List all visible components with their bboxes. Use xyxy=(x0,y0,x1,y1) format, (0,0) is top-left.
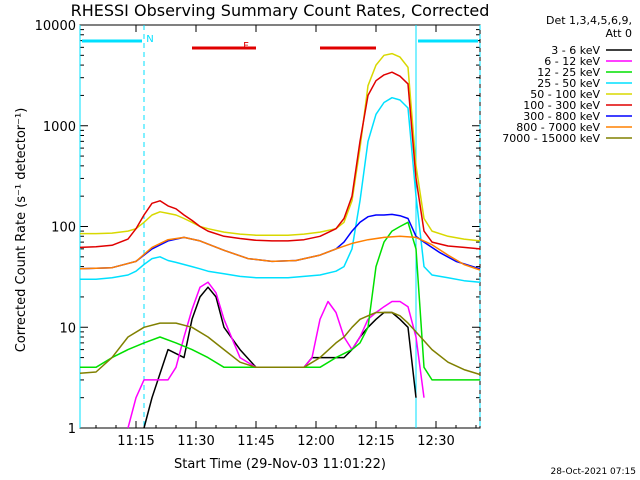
legend-header-line-2: Att 0 xyxy=(606,27,632,40)
legend-item-label: 800 - 7000 keV xyxy=(516,121,600,134)
series-line xyxy=(79,71,481,250)
legend-item-label: 100 - 300 keV xyxy=(523,99,600,112)
legend-item-label: 7000 - 15000 keV xyxy=(502,132,600,145)
y-axis: 1 10 100 1000 10000 xyxy=(35,19,480,437)
y-tick-label: 1 xyxy=(68,422,76,437)
flag-label: N xyxy=(146,34,153,45)
legend-item-label: 12 - 25 keV xyxy=(537,66,600,79)
flag-label: F xyxy=(243,41,249,52)
attenuator-flags: NF xyxy=(82,34,478,52)
series-line xyxy=(80,52,481,242)
x-tick-label: 11:30 xyxy=(177,434,214,449)
y-tick-label: 10 xyxy=(59,321,76,336)
x-tick-label: 11:15 xyxy=(117,434,154,449)
x-tick-label: 12:30 xyxy=(417,434,454,449)
x-tick-label: 11:45 xyxy=(237,434,274,449)
series-line xyxy=(79,311,481,376)
y-tick-label: 1000 xyxy=(43,120,76,135)
series-line xyxy=(127,281,425,429)
series-line xyxy=(79,213,481,270)
time-markers xyxy=(79,25,481,428)
x-axis-label: Start Time (29-Nov-03 11:01:22) xyxy=(174,457,386,472)
x-axis: 11:15 11:30 11:45 12:00 12:15 12:30 xyxy=(95,25,477,449)
legend-item-label: 25 - 50 keV xyxy=(537,77,600,90)
series-line xyxy=(79,235,481,271)
y-axis-label: Corrected Count Rate (s⁻¹ detector⁻¹) xyxy=(14,108,29,353)
series-line xyxy=(80,221,480,381)
y-tick-label: 10000 xyxy=(35,19,76,34)
series-line xyxy=(143,286,417,429)
y-tick-label: 100 xyxy=(51,221,76,236)
timestamp-footer: 28-Oct-2021 07:15 xyxy=(551,467,636,477)
legend-item-label: 300 - 800 keV xyxy=(523,110,600,123)
legend-item-label: 50 - 100 keV xyxy=(530,88,600,101)
series-lines xyxy=(79,52,481,429)
x-tick-label: 12:15 xyxy=(357,434,394,449)
legend-item-label: 6 - 12 keV xyxy=(544,55,600,68)
legend-item-label: 3 - 6 keV xyxy=(551,44,600,57)
x-tick-label: 12:00 xyxy=(297,434,334,449)
legend-header-line-1: Det 1,3,4,5,6,9, xyxy=(546,14,632,27)
chart-title: RHESSI Observing Summary Count Rates, Co… xyxy=(71,1,490,20)
series-line xyxy=(80,96,481,283)
